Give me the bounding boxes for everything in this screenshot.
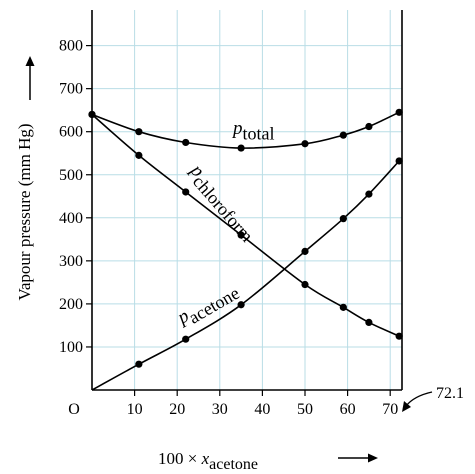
data-point-chloroform-0 bbox=[88, 110, 96, 119]
grid bbox=[92, 10, 402, 390]
y-tick-label-800: 800 bbox=[59, 38, 83, 55]
end-annotation-label: 72.1 bbox=[436, 385, 464, 402]
series-label-total: ptotal bbox=[231, 118, 275, 144]
series-label-chloroform: pchloroform bbox=[181, 159, 261, 246]
data-point-chloroform-3 bbox=[237, 231, 245, 239]
data-point-chloroform-4 bbox=[301, 280, 309, 289]
x-tick-label-30: 30 bbox=[212, 401, 228, 418]
x-tick-label-20: 20 bbox=[169, 401, 185, 418]
data-point-total-4 bbox=[301, 140, 309, 148]
end-annotation-arrow-head bbox=[402, 401, 411, 412]
data-point-acetone-5 bbox=[339, 215, 347, 223]
data-point-acetone-6 bbox=[365, 190, 373, 198]
axes: 100 200 300 400 500 600 700 800 10 20 30 40 50 60 70 O V… bbox=[15, 10, 464, 473]
data-points bbox=[88, 108, 403, 368]
data-point-acetone-4 bbox=[301, 247, 309, 255]
x-tick-label-50: 50 bbox=[297, 401, 313, 418]
data-point-acetone-3 bbox=[237, 301, 245, 309]
series-line-chloroform bbox=[91, 113, 400, 337]
data-point-chloroform-6 bbox=[365, 318, 373, 327]
labels: ptotal pchloroform pacetone bbox=[172, 118, 275, 334]
x-tick-label-40: 40 bbox=[254, 401, 270, 418]
y-tick-label-400: 400 bbox=[59, 210, 83, 227]
data-point-total-6 bbox=[365, 122, 373, 131]
data-point-chloroform-2 bbox=[182, 188, 190, 196]
data-point-chloroform-1 bbox=[135, 151, 143, 159]
y-tick-label-500: 500 bbox=[59, 167, 83, 184]
x-tick-label-70: 70 bbox=[382, 401, 398, 418]
data-point-acetone-2 bbox=[182, 335, 190, 343]
y-tick-label-200: 200 bbox=[59, 296, 83, 313]
y-tick-label-300: 300 bbox=[59, 253, 83, 270]
end-annotation-pointer bbox=[405, 391, 433, 407]
data-point-acetone-7 bbox=[395, 157, 403, 165]
data-point-acetone-1 bbox=[135, 360, 143, 368]
y-tick-label-600: 600 bbox=[59, 124, 83, 141]
data-point-total-7 bbox=[395, 108, 403, 116]
x-axis-title: 100 × xacetone bbox=[158, 449, 258, 473]
data-point-chloroform-5 bbox=[339, 303, 347, 311]
y-axis-arrow-head bbox=[25, 56, 35, 66]
y-tick-label-700: 700 bbox=[59, 81, 83, 98]
data-point-total-1 bbox=[135, 128, 143, 136]
series-label-acetone: pacetone bbox=[172, 278, 242, 334]
data-point-chloroform-7 bbox=[395, 332, 403, 340]
series-line-acetone bbox=[91, 160, 400, 391]
origin-label: O bbox=[68, 401, 80, 418]
data-point-total-2 bbox=[182, 138, 190, 147]
y-axis-title: Vapour pressure (mm Hg) bbox=[15, 123, 34, 300]
y-tick-label-100: 100 bbox=[59, 339, 83, 356]
x-axis-arrow-head bbox=[368, 453, 378, 463]
x-tick-label-60: 60 bbox=[340, 401, 356, 418]
data-point-total-3 bbox=[237, 144, 245, 152]
x-tick-label-10: 10 bbox=[127, 401, 143, 418]
data-point-total-5 bbox=[339, 131, 347, 139]
